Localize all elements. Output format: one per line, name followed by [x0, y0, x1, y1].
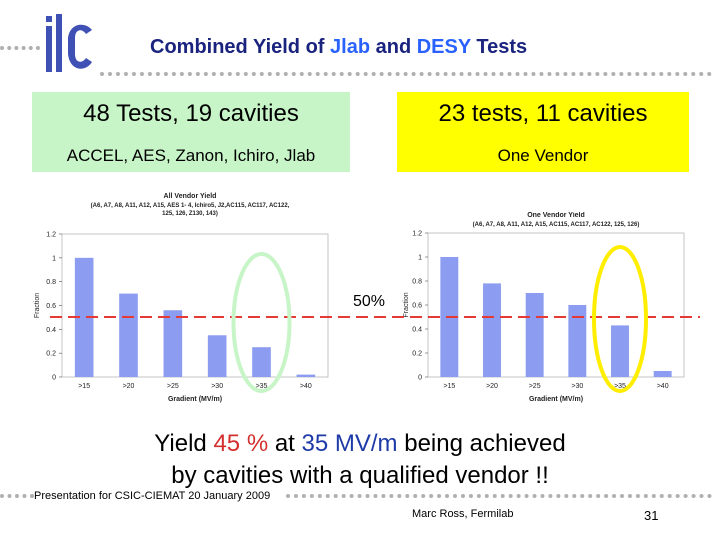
chart-title: One Vendor Yield — [527, 212, 585, 219]
y-tick-label: 1 — [418, 255, 422, 262]
x-axis-label: Gradient (MV/m) — [168, 396, 222, 403]
y-axis-label: Fraction — [403, 292, 410, 317]
page-number: 31 — [644, 508, 659, 523]
plot-area — [427, 232, 685, 378]
bar — [74, 257, 94, 377]
bar — [252, 347, 271, 377]
yield-statement-line1: Yield 45 % at 35 MV/m being achieved — [154, 430, 566, 457]
x-tick-label: >35 — [614, 383, 626, 390]
x-axis-label: Gradient (MV/m) — [529, 396, 583, 403]
x-tick-label: >40 — [300, 383, 312, 390]
bar — [296, 374, 316, 377]
yield-statement-line2: by cavities with a qualified vendor !! — [171, 462, 549, 489]
threshold-label: 50% — [352, 293, 387, 311]
x-tick-label: >35 — [256, 383, 268, 390]
y-tick-label: 0 — [52, 375, 56, 382]
y-axis-label: Fraction — [34, 293, 41, 318]
x-tick-label: >25 — [529, 383, 541, 390]
x-tick-label: >20 — [123, 383, 135, 390]
chart-subtitle: 125, 126, Z130, 143) — [162, 211, 218, 217]
bar — [568, 305, 587, 377]
author-credit: Marc Ross, Fermilab — [412, 508, 514, 520]
chart-all-vendor-yield: All Vendor Yield (A6, A7, A8, A11, A12, A… — [34, 193, 329, 403]
y-tick-label: 0.8 — [412, 279, 422, 286]
bar — [163, 310, 183, 377]
plot-area — [61, 233, 329, 378]
dotted-rule-bottom — [286, 494, 712, 498]
ilc-logo-icon — [46, 14, 92, 72]
summary-subtext: One Vendor — [497, 146, 589, 165]
y-tick-label: 1.2 — [46, 232, 56, 239]
y-tick-label: 0.6 — [412, 303, 422, 310]
page-title: Combined Yield of Jlab and DESY Tests — [150, 36, 528, 58]
chart-one-vendor-yield: One Vendor Yield (A6, A7, A8, A11, A12, A… — [403, 212, 685, 403]
x-tick-label: >30 — [571, 383, 583, 390]
y-tick-label: 0.4 — [412, 327, 422, 334]
bar — [483, 283, 501, 377]
y-tick-label: 0.2 — [412, 351, 422, 358]
bar — [611, 325, 629, 377]
y-tick-label: 1 — [52, 255, 56, 262]
chart-title: All Vendor Yield — [164, 193, 217, 200]
summary-box-all-vendors: 48 Tests, 19 cavities ACCEL, AES, Zanon,… — [32, 92, 350, 172]
summary-subtext: ACCEL, AES, Zanon, Ichiro, Jlab — [66, 146, 316, 165]
summary-box-one-vendor: 23 tests, 11 cavities One Vendor — [397, 92, 689, 172]
dotted-rule-bottom-left — [0, 494, 34, 498]
y-tick-label: 0.4 — [46, 327, 56, 334]
y-tick-label: 0.2 — [46, 351, 56, 358]
x-tick-label: >15 — [443, 383, 455, 390]
bar — [525, 293, 544, 377]
x-tick-label: >30 — [211, 383, 223, 390]
summary-heading: 23 tests, 11 cavities — [438, 100, 648, 127]
y-tick-label: 0.6 — [46, 303, 56, 310]
dotted-rule-top-left — [0, 46, 40, 50]
x-tick-label: >25 — [167, 383, 179, 390]
y-tick-label: 0.8 — [46, 279, 56, 286]
presentation-credit: Presentation for CSIC-CIEMAT 20 January … — [34, 490, 284, 503]
chart-subtitle: (A6, A7, A8, A11, A12, A15, AC115, AC117… — [473, 222, 640, 228]
bar — [653, 371, 672, 377]
x-tick-label: >20 — [486, 383, 498, 390]
summary-heading: 48 Tests, 19 cavities — [83, 100, 299, 127]
dotted-rule-top — [100, 72, 712, 76]
bar — [440, 257, 459, 377]
bar — [207, 335, 227, 377]
y-tick-label: 0 — [418, 375, 422, 382]
bar — [119, 293, 138, 377]
x-tick-label: >15 — [78, 383, 90, 390]
y-tick-label: 1.2 — [412, 231, 422, 238]
x-tick-label: >40 — [657, 383, 669, 390]
yield-statement: Yield 45 % at 35 MV/m being achieved by … — [60, 428, 660, 492]
chart-subtitle: (A6, A7, A8, A11, A12, A15, AES 1- 4, Ic… — [91, 203, 290, 209]
